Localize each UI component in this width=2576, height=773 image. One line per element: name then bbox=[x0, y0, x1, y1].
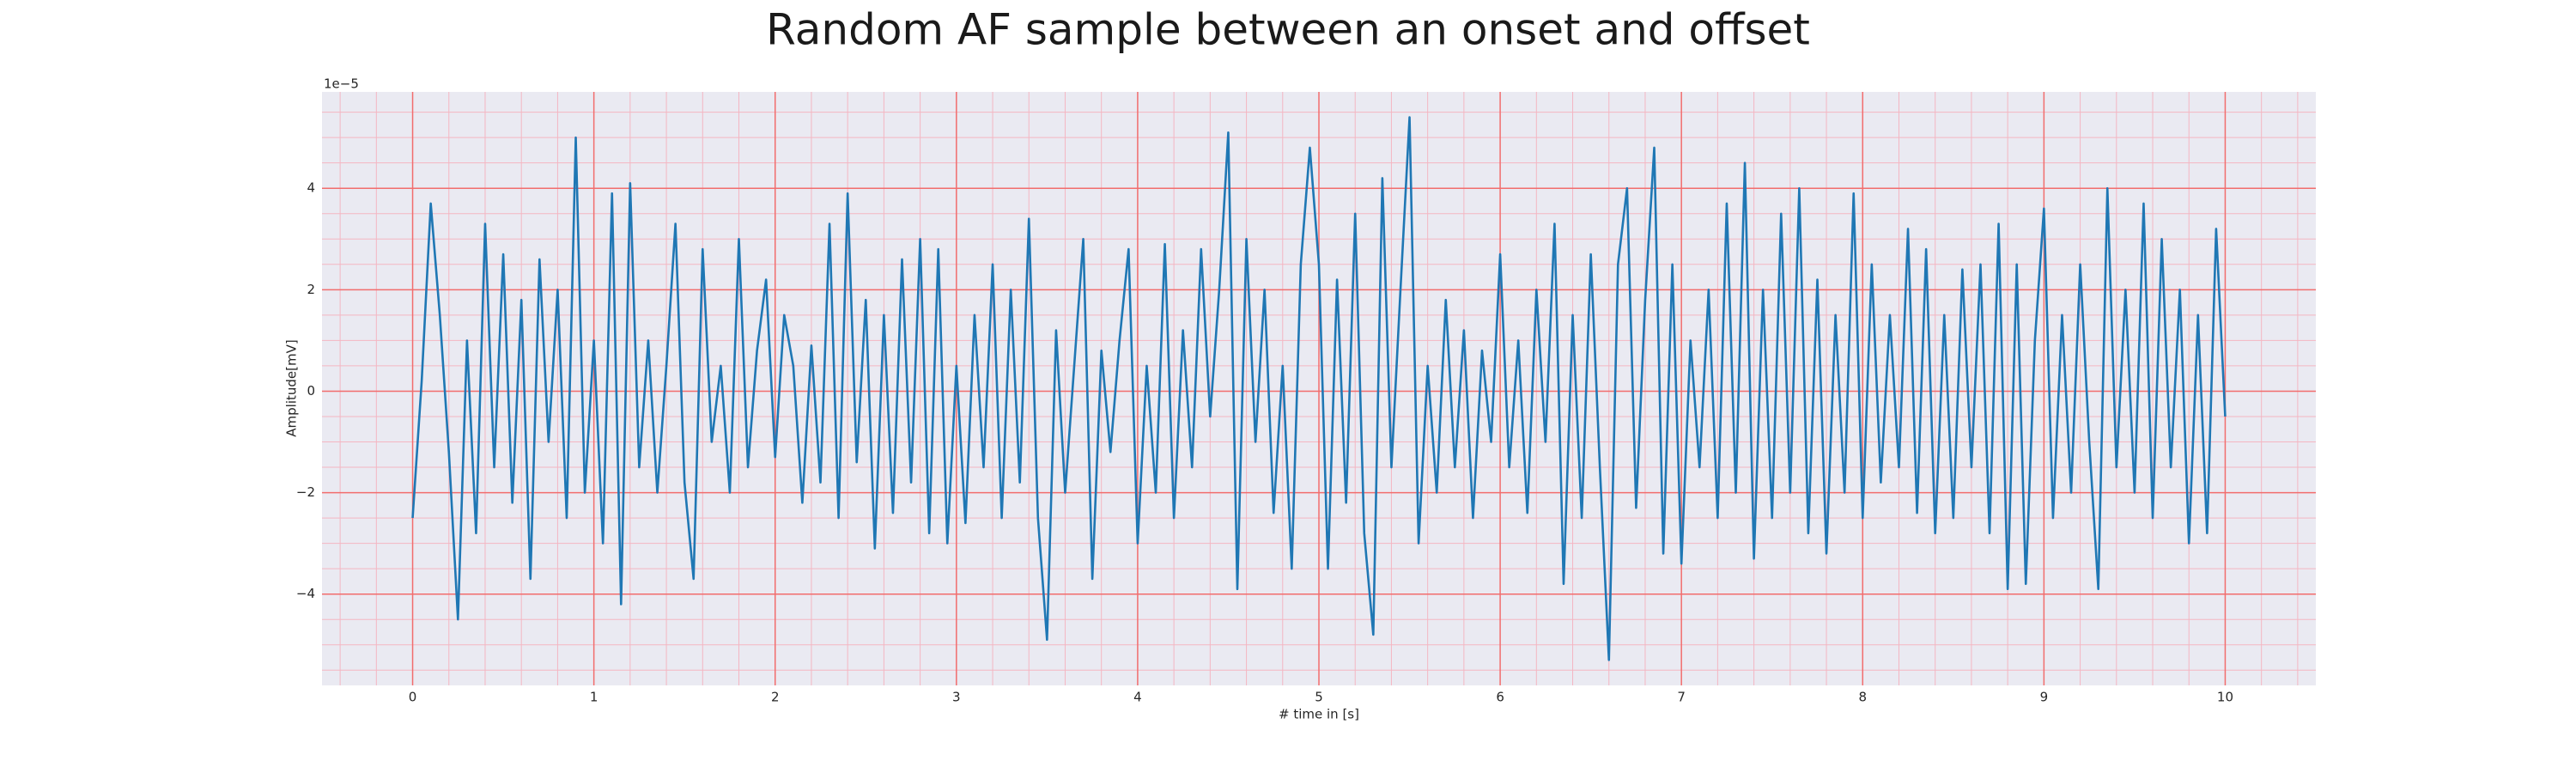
y-tick-label: −2 bbox=[296, 484, 315, 500]
x-tick-label: 10 bbox=[2217, 690, 2233, 705]
y-tick-label: 4 bbox=[307, 180, 315, 196]
chart-title: Random AF sample between an onset and of… bbox=[766, 5, 1810, 55]
x-tick-label: 2 bbox=[771, 690, 780, 705]
x-tick-label: 4 bbox=[1133, 690, 1142, 705]
x-tick-label: 5 bbox=[1315, 690, 1323, 705]
x-axis-label: # time in [s] bbox=[1279, 707, 1359, 722]
y-tick-label: 0 bbox=[307, 383, 315, 399]
y-tick-label: −4 bbox=[296, 586, 315, 601]
x-tick-label: 9 bbox=[2040, 690, 2049, 705]
x-tick-label: 6 bbox=[1496, 690, 1504, 705]
y-axis-label: Amplitude[mV] bbox=[284, 339, 300, 436]
x-tick-label: 8 bbox=[1858, 690, 1867, 705]
y-offset-label: 1e−5 bbox=[324, 76, 359, 92]
x-tick-label: 1 bbox=[590, 690, 598, 705]
y-tick-label: 2 bbox=[307, 282, 315, 297]
x-tick-label: 3 bbox=[952, 690, 961, 705]
x-tick-label: 7 bbox=[1677, 690, 1686, 705]
signal-line bbox=[411, 116, 2227, 661]
x-tick-label: 0 bbox=[409, 690, 417, 705]
